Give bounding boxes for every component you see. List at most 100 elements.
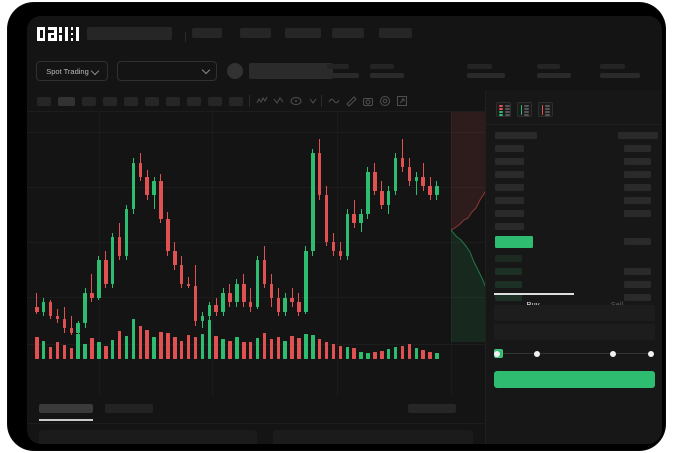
pair-select[interactable] — [117, 61, 217, 81]
orderbook-bid-amount[interactable] — [624, 281, 651, 288]
gridline — [337, 112, 338, 397]
interval-15m[interactable] — [82, 97, 96, 106]
candle-body — [352, 213, 356, 224]
candle-body — [83, 293, 87, 324]
slider-step[interactable] — [494, 350, 500, 357]
candlestick-chart[interactable] — [27, 112, 485, 397]
candle-wick — [91, 274, 93, 303]
submit-order-button[interactable] — [494, 371, 655, 388]
amount-field[interactable] — [494, 305, 655, 321]
volume-bar — [359, 351, 363, 359]
okx-logo[interactable] — [37, 27, 79, 41]
stat-label — [370, 64, 394, 69]
interval-1m[interactable] — [37, 97, 51, 106]
volume-bar — [97, 341, 101, 359]
interval-4h[interactable] — [145, 97, 159, 106]
volume-bar — [69, 348, 74, 359]
candle-body — [380, 190, 384, 205]
bottom-box-left[interactable] — [39, 430, 257, 444]
interval-30m[interactable] — [103, 97, 117, 106]
interval-1mo[interactable] — [208, 97, 222, 106]
orderbook-bid-amount[interactable] — [624, 294, 651, 301]
orderbook-ask-price[interactable] — [495, 158, 524, 165]
nav-item-4[interactable] — [332, 28, 364, 38]
orderbook-ask-amount[interactable] — [624, 158, 651, 165]
interval-more[interactable] — [229, 97, 243, 106]
volume-bar — [41, 340, 46, 359]
market-subheader: Spot Trading — [27, 52, 662, 90]
volume-bar — [55, 342, 60, 359]
tab-order-history[interactable] — [105, 404, 153, 413]
interval-5m[interactable] — [58, 97, 75, 106]
orderbook-mode-asks[interactable] — [538, 102, 553, 117]
interval-1w[interactable] — [187, 97, 201, 106]
volume-bar — [76, 334, 80, 359]
orderbook-ask-amount[interactable] — [624, 145, 651, 152]
compare-icon[interactable] — [273, 95, 285, 107]
orderbook-ask-price[interactable] — [495, 210, 524, 217]
candle — [117, 112, 122, 335]
orderbook-ask-amount[interactable] — [624, 184, 651, 191]
orderbook-mode-both[interactable] — [496, 102, 511, 117]
candle — [48, 112, 53, 335]
slider-track — [498, 353, 651, 354]
tab-buy[interactable]: Buy — [490, 300, 576, 309]
settings-icon[interactable] — [379, 95, 391, 107]
orderbook-ask-amount[interactable] — [624, 171, 651, 178]
orderbook-col-header-price[interactable] — [495, 132, 537, 139]
slider-step[interactable] — [534, 350, 540, 357]
chevron-down-icon[interactable] — [307, 95, 319, 107]
global-search-input[interactable] — [87, 27, 172, 40]
candle-body — [228, 293, 232, 303]
orderbook-ask-price[interactable] — [495, 145, 524, 152]
ticker-pair-label — [249, 63, 333, 79]
interval-1d[interactable] — [166, 97, 180, 106]
slider-step[interactable] — [610, 350, 616, 357]
slider-step[interactable] — [648, 350, 654, 357]
candle-body — [311, 153, 315, 252]
measure-icon[interactable] — [345, 95, 357, 107]
fullscreen-icon[interactable] — [396, 95, 408, 107]
candle — [304, 112, 308, 335]
bottom-box-right[interactable] — [273, 430, 473, 444]
orderbook-bid-amount[interactable] — [624, 268, 651, 275]
orderbook-ask-price[interactable] — [495, 197, 524, 204]
candle — [297, 112, 301, 335]
orderbook-ask-price[interactable] — [495, 171, 524, 178]
candle-body — [76, 323, 80, 333]
orderbook-ask-price[interactable] — [495, 223, 524, 230]
orderbook-bid-price[interactable] — [495, 255, 522, 262]
price-field[interactable] — [494, 324, 655, 340]
gridline — [27, 187, 485, 188]
templates-icon[interactable] — [290, 95, 302, 107]
bottom-action-1[interactable] — [408, 404, 456, 413]
volume-bar — [173, 336, 177, 359]
tab-open-orders[interactable] — [39, 404, 93, 413]
volume-bar — [152, 337, 156, 359]
orderbook-mode-bids[interactable] — [517, 102, 532, 117]
orderbook-bid-price[interactable] — [495, 281, 522, 288]
market-mode-dropdown[interactable]: Spot Trading — [36, 61, 108, 81]
orderbook-spread-amount[interactable] — [624, 238, 651, 245]
nav-item-3[interactable] — [285, 28, 321, 38]
nav-item-5[interactable] — [379, 28, 412, 38]
camera-icon[interactable] — [362, 95, 374, 107]
volume-bar — [373, 352, 377, 359]
indicators-icon[interactable] — [256, 95, 268, 107]
nav-item-2[interactable] — [240, 28, 271, 38]
orderbook-bid-price[interactable] — [495, 268, 522, 275]
orderbook-ask-amount[interactable] — [624, 210, 651, 217]
amount-slider[interactable] — [494, 348, 655, 360]
orderbook-ask-price[interactable] — [495, 184, 524, 191]
line-chart-icon[interactable] — [328, 95, 340, 107]
nav-item-1[interactable] — [192, 28, 222, 38]
candle-wick — [250, 288, 252, 312]
candle-body — [269, 283, 274, 298]
tab-sell[interactable]: Sell — [574, 300, 660, 309]
orderbook-ask-amount[interactable] — [624, 197, 651, 204]
orderbook-col-header-amount[interactable] — [618, 132, 658, 139]
stat-24h-high — [467, 64, 505, 78]
interval-1h[interactable] — [124, 97, 138, 106]
orderbook-bid-price[interactable] — [495, 294, 522, 301]
candle-body — [117, 237, 122, 256]
